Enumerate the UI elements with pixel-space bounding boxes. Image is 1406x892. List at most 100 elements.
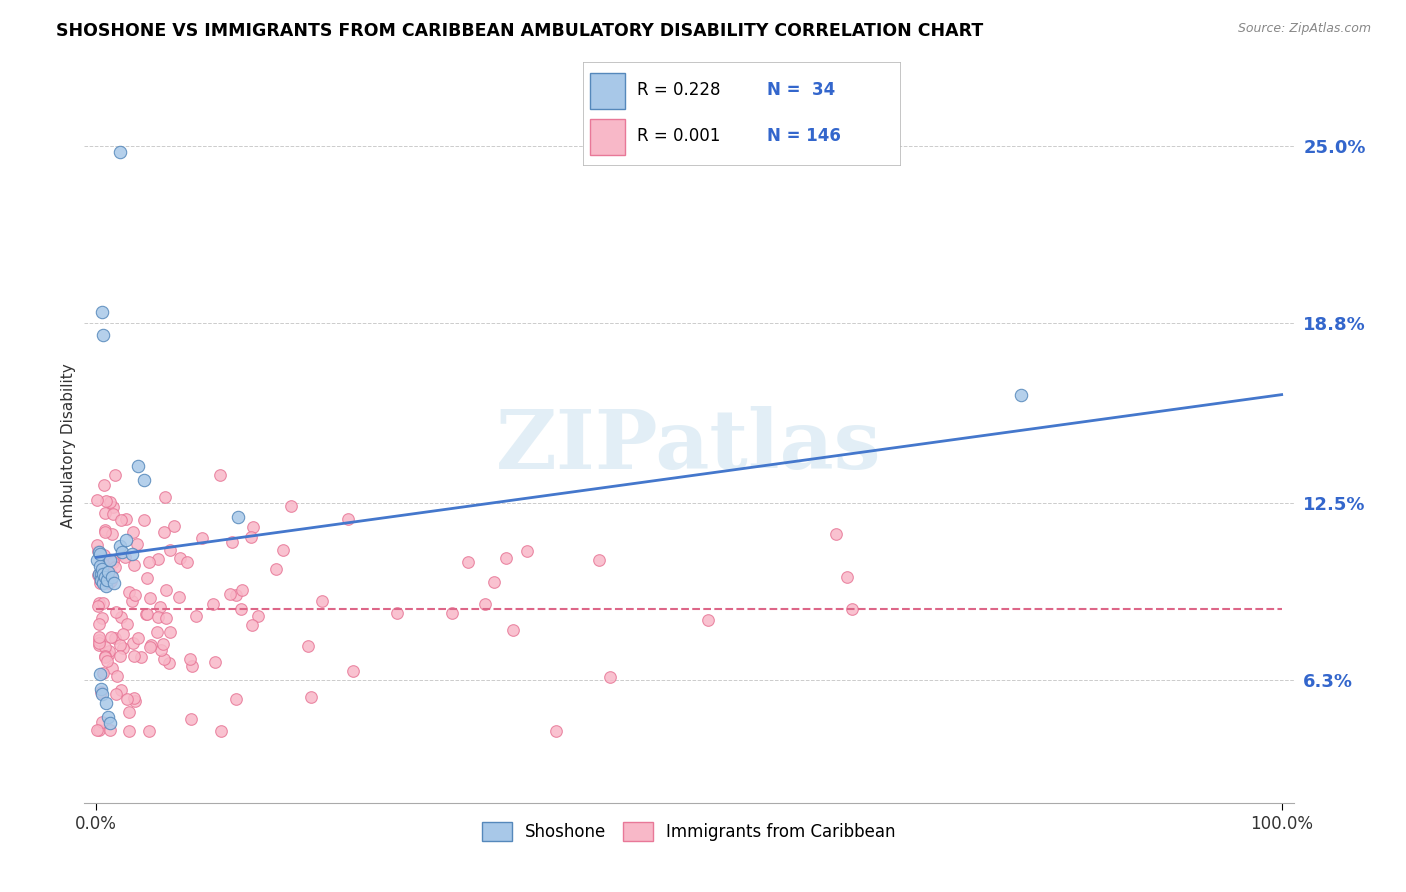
Point (311, 594, 333, 608)
Point (135, 607, 157, 621)
Point (209, 724, 232, 739)
Point (90, 611, 112, 625)
Text: ZIPatlas: ZIPatlas (496, 406, 882, 486)
Point (159, 543, 181, 558)
Point (104, 559, 127, 574)
Point (100, 553, 122, 567)
Point (159, 625, 181, 640)
Point (136, 571, 159, 585)
Point (87, 568, 110, 582)
Point (264, 562, 287, 576)
Point (103, 632, 125, 646)
Point (225, 588, 247, 602)
Point (599, 671, 621, 685)
Point (96, 556, 118, 570)
FancyBboxPatch shape (591, 73, 624, 109)
Point (208, 467, 231, 482)
Point (100, 630, 122, 644)
Point (544, 724, 567, 739)
Point (89, 558, 111, 573)
Point (94, 640, 117, 654)
Point (96, 654, 118, 668)
Point (127, 632, 149, 646)
Point (112, 640, 135, 655)
Point (825, 527, 848, 541)
Point (146, 625, 169, 640)
Point (163, 519, 186, 533)
Point (86, 599, 108, 614)
Point (108, 145, 131, 159)
Point (91, 562, 114, 576)
Point (86, 553, 108, 567)
Point (91, 666, 114, 681)
Point (94, 579, 117, 593)
Point (110, 682, 132, 697)
Text: N = 146: N = 146 (768, 128, 841, 145)
Point (93, 649, 115, 664)
Point (125, 537, 148, 551)
Point (121, 524, 143, 539)
Point (94, 494, 117, 508)
Point (101, 500, 124, 514)
Point (115, 617, 138, 632)
Point (93, 548, 115, 562)
Point (111, 544, 134, 558)
Point (139, 638, 162, 652)
Point (91, 305, 114, 319)
Legend: Shoshone, Immigrants from Caribbean: Shoshone, Immigrants from Caribbean (475, 815, 903, 848)
Point (90, 567, 112, 582)
Point (104, 687, 127, 701)
Point (91, 715, 114, 730)
Point (110, 513, 132, 527)
Point (835, 569, 858, 583)
Point (101, 555, 124, 569)
Point (90, 681, 112, 696)
Point (152, 652, 174, 666)
Point (231, 582, 253, 597)
Point (138, 556, 160, 570)
Point (89, 548, 111, 562)
Point (146, 609, 169, 624)
Point (87, 723, 110, 737)
Text: SHOSHONE VS IMMIGRANTS FROM CARIBBEAN AMBULATORY DISABILITY CORRELATION CHART: SHOSHONE VS IMMIGRANTS FROM CARIBBEAN AM… (56, 22, 983, 40)
Text: N =  34: N = 34 (768, 81, 835, 99)
Point (118, 705, 141, 719)
Point (155, 611, 177, 625)
Point (93, 649, 115, 664)
Point (96, 573, 118, 587)
Point (100, 715, 122, 730)
Point (91, 557, 114, 571)
Point (87, 632, 110, 647)
Point (841, 602, 863, 616)
Point (495, 550, 517, 565)
Point (110, 609, 132, 624)
Point (239, 530, 262, 544)
Point (337, 511, 360, 525)
Point (89, 667, 111, 681)
Point (94, 524, 117, 539)
Point (111, 627, 134, 641)
Point (122, 636, 145, 650)
Point (124, 648, 146, 663)
Point (100, 526, 122, 541)
Point (87, 567, 110, 582)
Point (139, 591, 162, 606)
Point (108, 648, 131, 663)
Point (231, 602, 253, 616)
Point (153, 524, 176, 539)
Point (91, 327, 114, 342)
Point (118, 584, 141, 599)
Point (101, 507, 124, 521)
Point (169, 550, 191, 565)
Point (184, 609, 207, 624)
Point (242, 618, 264, 632)
Point (89, 572, 111, 586)
Point (91, 687, 114, 701)
Point (299, 690, 322, 704)
Point (97, 710, 120, 724)
Point (91, 567, 114, 582)
Point (204, 655, 226, 669)
Point (91, 596, 114, 610)
Point (176, 555, 198, 569)
Point (118, 724, 141, 739)
